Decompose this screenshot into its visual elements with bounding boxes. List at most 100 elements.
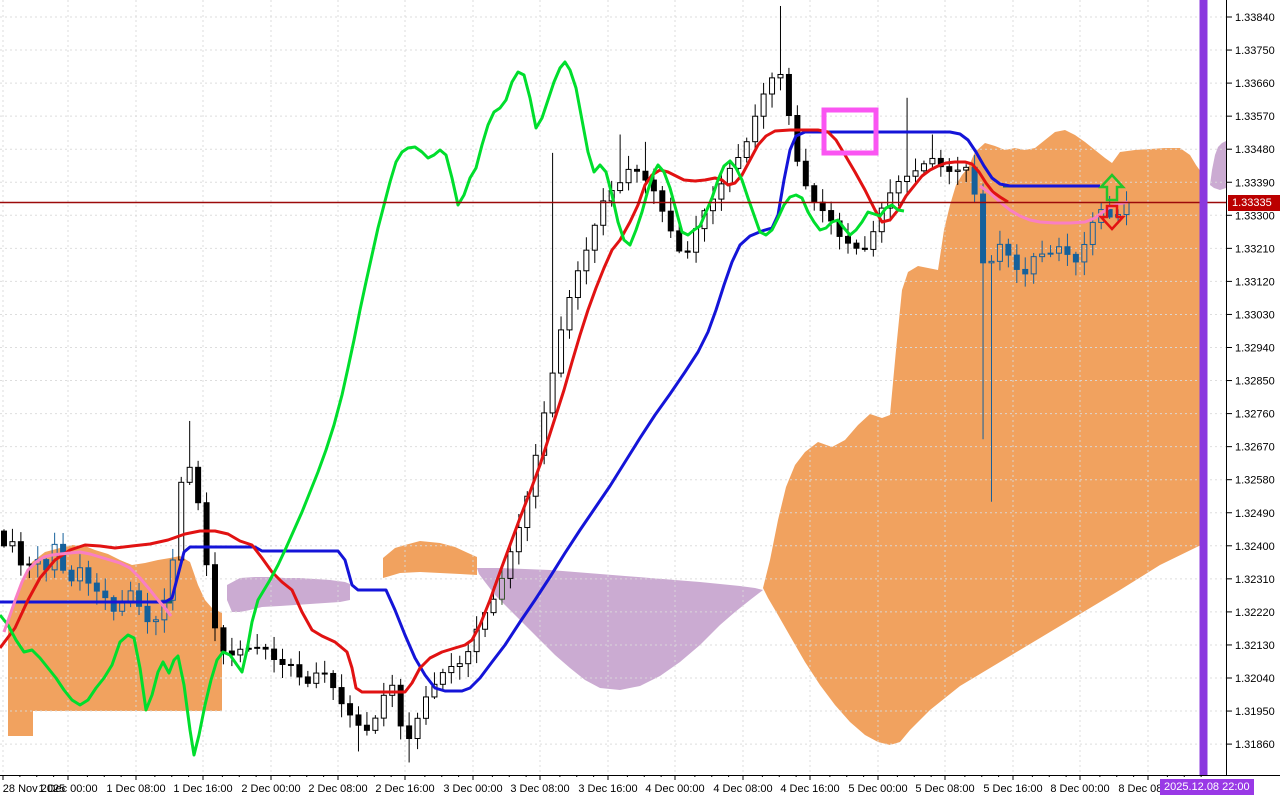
price-axis-label: 1.32580 [1235, 475, 1275, 487]
candle [760, 82, 767, 129]
candles-layer [1, 5, 1130, 763]
price-axis-label: 1.33030 [1235, 309, 1275, 321]
candle [347, 695, 354, 728]
time-axis-label: 5 Dec 08:00 [915, 783, 974, 795]
candle [988, 255, 995, 502]
price-axis-label: 1.31950 [1235, 706, 1275, 718]
pink-ma-line [2, 550, 173, 633]
candle [853, 239, 860, 255]
grid-layer [0, 0, 1226, 775]
senkou-cloud-future-lavender [1210, 141, 1226, 190]
sell-arrow-down-icon[interactable] [1098, 204, 1126, 231]
senkou-cloud-right-orange [763, 130, 1201, 745]
candle [363, 712, 370, 736]
price-axis-label: 1.33570 [1235, 111, 1275, 123]
candle [642, 141, 649, 194]
candle [895, 175, 902, 207]
candle [17, 532, 24, 576]
candle [271, 636, 278, 673]
time-axis-label: 1 Dec 00:00 [38, 783, 97, 795]
current-price-badge: 1.33335 [1228, 195, 1280, 211]
price-axis-label: 1.33210 [1235, 243, 1275, 255]
candle [1, 529, 7, 548]
candle [583, 237, 590, 285]
candle [684, 241, 691, 259]
price-axis-label: 1.33120 [1235, 276, 1275, 288]
indicator-lines-layer [0, 60, 1129, 757]
time-axis-label: 4 Dec 08:00 [713, 783, 772, 795]
candle [448, 653, 455, 684]
candle [254, 634, 261, 655]
candle [920, 160, 927, 174]
time-axis-label: 5 Dec 16:00 [983, 783, 1042, 795]
candle [980, 183, 987, 440]
candle [321, 660, 328, 683]
candle [1047, 245, 1054, 258]
candle [617, 134, 624, 194]
candle [152, 615, 159, 636]
candle [355, 706, 362, 752]
candle [1081, 231, 1088, 276]
candle [397, 678, 404, 740]
price-axis-label: 1.33840 [1235, 12, 1275, 24]
candle [279, 648, 286, 678]
candle [1030, 252, 1037, 284]
time-axis-label: 4 Dec 00:00 [645, 783, 704, 795]
candle [313, 662, 320, 689]
candle [431, 672, 438, 700]
candle [566, 289, 573, 339]
candle [693, 215, 700, 263]
highlight-rectangle[interactable] [821, 107, 879, 156]
price-axis-label: 1.33300 [1235, 210, 1275, 222]
candle [667, 197, 674, 238]
candle [811, 183, 818, 211]
candle [659, 185, 666, 223]
candle [473, 616, 480, 664]
kijun-sen-line [0, 130, 1100, 693]
price-axis-label: 1.33660 [1235, 78, 1275, 90]
time-axis-label: 2 Dec 08:00 [308, 783, 367, 795]
candle [85, 560, 92, 596]
candle [212, 552, 218, 642]
candle [549, 152, 556, 418]
candle [465, 642, 472, 678]
current-time-vline[interactable] [1199, 0, 1208, 775]
candle [861, 236, 868, 252]
candle [338, 674, 345, 718]
candle [195, 460, 202, 511]
candle [68, 565, 75, 587]
senkou-cloud-big-lavender [477, 568, 763, 690]
current-price-value: 1.33335 [1232, 197, 1272, 209]
candle [819, 189, 826, 223]
candle [532, 444, 539, 509]
candle [456, 655, 463, 680]
price-axis-label: 1.32400 [1235, 541, 1275, 553]
candle [802, 148, 809, 190]
price-axis-label: 1.31860 [1235, 739, 1275, 751]
candle [600, 188, 607, 236]
price-axis-label: 1.32850 [1235, 376, 1275, 388]
candle [1022, 257, 1029, 287]
candle [769, 72, 776, 108]
annotations-layer[interactable] [821, 0, 1208, 775]
candle [203, 492, 210, 576]
candle [1039, 240, 1046, 263]
time-axis-label: 2 Dec 16:00 [375, 783, 434, 795]
price-axis-label: 1.32760 [1235, 409, 1275, 421]
time-axis-label: 1 Dec 08:00 [106, 783, 165, 795]
candle [904, 97, 911, 193]
candle [1005, 238, 1012, 268]
chikou-span-line [0, 60, 905, 757]
candle [1013, 244, 1020, 284]
time-axis-label: 5 Dec 00:00 [848, 783, 907, 795]
candle [380, 682, 387, 727]
senkou-cloud-mid-orange [383, 541, 477, 578]
time-axis-label: 4 Dec 16:00 [780, 783, 839, 795]
candle [785, 67, 792, 125]
candle [591, 223, 598, 263]
time-axis-label: 8 Dec 00:00 [1050, 783, 1109, 795]
buy-arrow-up-icon[interactable] [1098, 173, 1126, 202]
candle [423, 685, 429, 725]
candle [372, 715, 379, 734]
